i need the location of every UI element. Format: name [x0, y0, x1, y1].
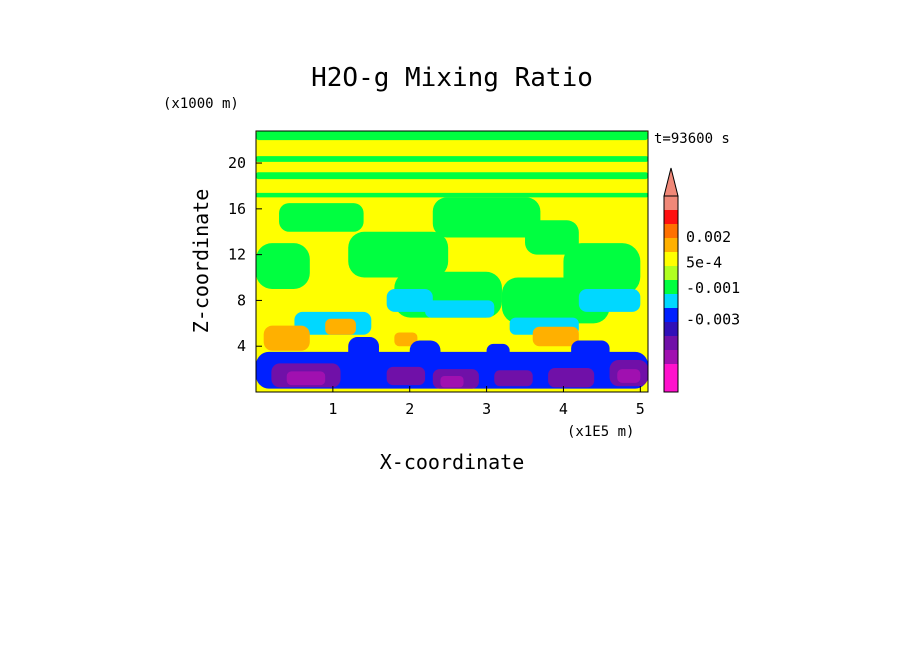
- field-region-6-2: [617, 369, 641, 383]
- field-region-2-1: [425, 300, 495, 318]
- colorbar-segment-9: [664, 252, 678, 266]
- field-region-0-3: [256, 131, 648, 141]
- x-unit-label: (x1E5 m): [567, 424, 634, 440]
- field-region-3-0: [263, 325, 310, 351]
- colorbar-segment-1: [664, 364, 678, 378]
- field-region-0-2: [256, 156, 648, 162]
- x-axis-label: X-coordinate: [380, 450, 525, 474]
- colorbar-segment-3: [664, 336, 678, 350]
- field-region-4-2: [409, 340, 441, 370]
- field-region-6-1: [440, 375, 464, 388]
- field-region-5-3: [494, 370, 533, 387]
- plot-frame: [255, 130, 649, 393]
- colorbar-segment-5: [664, 308, 678, 322]
- x-tick-label-2: 3: [482, 400, 491, 418]
- y-tick-label-3: 16: [228, 200, 246, 218]
- field-region-3-3: [394, 332, 418, 347]
- colorbar-segment-6: [664, 294, 678, 308]
- colorbar-label-2: -0.001: [686, 279, 740, 297]
- y-axis: 4 8 12 16 20: [228, 154, 262, 355]
- x-tick-label-1: 2: [405, 400, 414, 418]
- colorbar-label-0: 0.002: [686, 228, 731, 246]
- field-region-5-1: [386, 366, 426, 386]
- field-region-5-4: [548, 367, 595, 388]
- field-region-1-2: [525, 220, 579, 255]
- x-axis: 1 2 3 4 5: [328, 386, 645, 418]
- colorbar-segment-12: [664, 210, 678, 224]
- y-tick-label-2: 12: [228, 246, 246, 264]
- field-contour-area: [256, 131, 648, 392]
- colorbar-segment-4: [664, 322, 678, 336]
- field-region-1-5: [256, 243, 310, 289]
- colorbar-segment-13: [664, 196, 678, 210]
- colorbar-segment-2: [664, 350, 678, 364]
- colorbar-segment-8: [664, 266, 678, 280]
- x-tick-label-3: 4: [559, 400, 568, 418]
- field-region-4-1: [348, 337, 379, 364]
- chart-title: H2O-g Mixing Ratio: [311, 63, 593, 93]
- x-tick-label-0: 1: [328, 400, 337, 418]
- field-region-4-4: [571, 340, 610, 364]
- colorbar-label-1: 5e-4: [686, 254, 722, 272]
- field-region-1-1: [432, 197, 541, 238]
- colorbar-label-3: -0.003: [686, 310, 740, 328]
- field-region-6-0: [286, 371, 326, 386]
- x-tick-label-4: 5: [636, 400, 645, 418]
- field-region-1-7: [501, 277, 610, 324]
- field-region-4-3: [486, 343, 510, 364]
- colorbar-segment-10: [664, 238, 678, 252]
- y-tick-label-4: 20: [228, 154, 246, 172]
- colorbar: 0.002 5e-4 -0.001 -0.003: [663, 167, 740, 393]
- field-region-0-0: [256, 172, 648, 180]
- field-region-3-1: [325, 318, 356, 335]
- colorbar-segment-0: [664, 378, 678, 392]
- field-region-2-0: [386, 288, 433, 312]
- field-region-1-3: [348, 231, 449, 278]
- time-label: t=93600 s: [654, 131, 730, 147]
- colorbar-segment-7: [664, 280, 678, 294]
- y-unit-label: (x1000 m): [163, 96, 239, 112]
- field-region-3-2: [532, 326, 579, 347]
- field-region-1-0: [279, 203, 364, 232]
- y-tick-label-1: 8: [237, 291, 246, 309]
- colorbar-segment-11: [664, 224, 678, 238]
- y-tick-label-0: 4: [237, 337, 246, 355]
- y-axis-label: Z-coordinate: [189, 189, 213, 334]
- field-region-0-1: [256, 192, 648, 198]
- colorbar-extend-arrow: [663, 167, 679, 197]
- field-region-2-2: [578, 288, 641, 312]
